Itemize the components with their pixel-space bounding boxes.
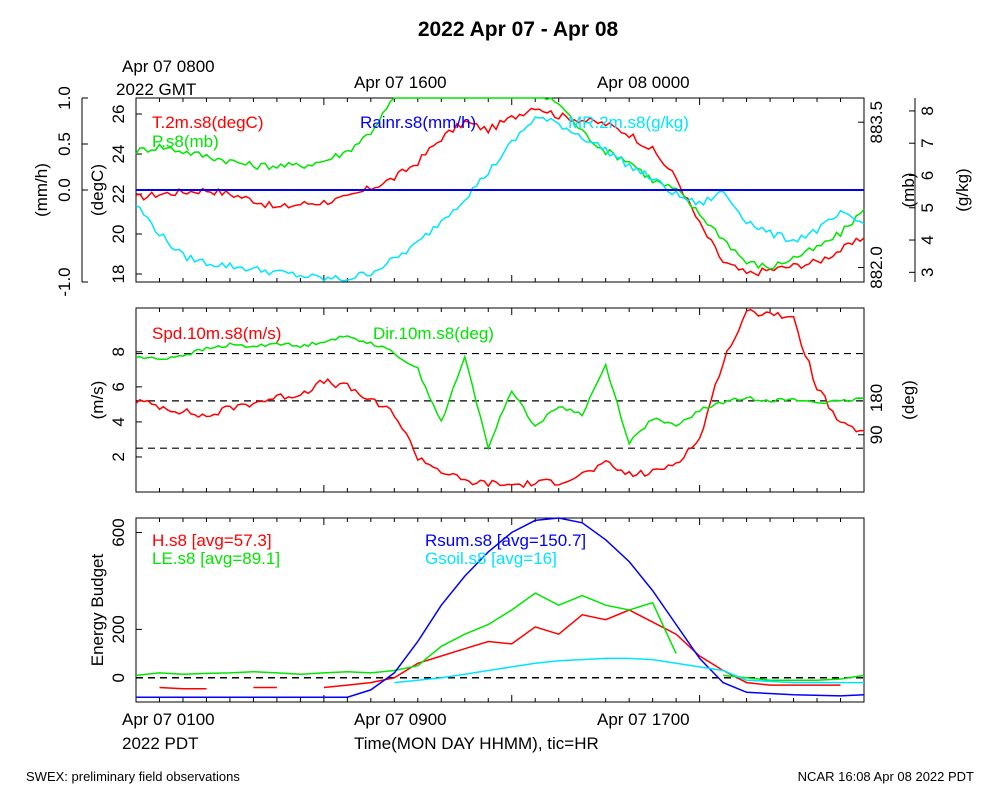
panel-wind-frame <box>135 307 865 493</box>
energy-series-3-line <box>394 657 864 684</box>
thermo-mr-tick-label: 7 <box>918 138 937 147</box>
chart-title: 2022 Apr 07 - Apr 08 <box>418 18 619 41</box>
thermo-rain-tick-label: -1.0 <box>55 267 74 296</box>
bottom-time-label-1: Apr 07 0900 <box>354 710 447 729</box>
bottom-time-label-0: Apr 07 0100 <box>122 710 215 729</box>
wind-dir-tick-label: 180 <box>867 384 886 412</box>
wind-spd-tick-label: 8 <box>109 347 128 356</box>
legend-rain: Rainr.s8(mm/h) <box>360 113 476 132</box>
thermo-series-2-line <box>135 116 865 282</box>
thermo-temp-axis-title: (degC) <box>88 164 107 216</box>
thermo-temp-tick-label: 18 <box>109 265 128 284</box>
legend-dir: Dir.10m.s8(deg) <box>373 324 494 343</box>
wind-dir-tick-label: 90 <box>867 425 886 444</box>
energy-series-1-line <box>135 592 677 677</box>
legend-gsoil: Gsoil.s8 [avg=16] <box>425 549 557 568</box>
top-time-label-1: Apr 07 1600 <box>354 73 447 92</box>
thermo-mr-axis-title: (g/kg) <box>953 168 972 211</box>
legend-mr: MR.2m.s8(g/kg) <box>568 113 689 132</box>
thermo-series-1-line <box>135 97 865 270</box>
thermo-pres-axis-title: (mb) <box>899 173 918 208</box>
legend-rsum: Rsum.s8 [avg=150.7] <box>425 531 586 550</box>
panel-energy-frame <box>135 517 865 703</box>
energy-series-1-line <box>723 674 865 681</box>
energy-series-0-line <box>323 609 841 689</box>
thermo-rain-tick-label: 0.5 <box>55 132 74 156</box>
wind-series-0-line <box>135 308 865 489</box>
thermo-mr-tick-label: 8 <box>918 106 937 115</box>
footer-left: SWEX: preliminary field observations <box>26 769 240 784</box>
thermo-rain-axis-title: (mm/h) <box>32 163 51 217</box>
thermo-mr-tick-label: 5 <box>918 203 937 212</box>
energy-flux-tick-label: 200 <box>109 615 128 643</box>
wind-series-1-line <box>135 335 865 451</box>
thermo-pres-tick-label: 883.5 <box>867 101 886 144</box>
legend-spd: Spd.10m.s8(m/s) <box>152 324 281 343</box>
energy-flux-axis-title: Energy Budget <box>88 553 107 666</box>
thermo-temp-tick-label: 26 <box>109 105 128 124</box>
legend-temp: T.2m.s8(degC) <box>152 113 263 132</box>
thermo-temp-tick-label: 24 <box>109 145 128 164</box>
energy-series-2-line <box>136 517 865 698</box>
x-axis-label: Time(MON DAY HHMM), tic=HR <box>354 734 599 753</box>
thermo-series-0-line <box>135 107 865 277</box>
wind-spd-axis-title: (m/s) <box>88 381 107 420</box>
legend-le: LE.s8 [avg=89.1] <box>152 549 280 568</box>
wind-spd-tick-label: 2 <box>109 452 128 461</box>
thermo-temp-tick-label: 20 <box>109 225 128 244</box>
thermo-temp-tick-label: 22 <box>109 185 128 204</box>
legend-pres: P.s8(mb) <box>152 132 219 151</box>
thermo-mr-tick-label: 4 <box>918 235 937 244</box>
thermo-rain-tick-label: 1.0 <box>55 86 74 110</box>
wind-dir-axis-title: (deg) <box>899 380 918 420</box>
energy-series-0-line <box>159 686 207 690</box>
thermo-pres-tick-label: 882.0 <box>867 246 886 289</box>
footer-right: NCAR 16:08 Apr 08 2022 PDT <box>798 769 974 784</box>
energy-flux-tick-label: 0 <box>109 673 128 682</box>
panel-wind: 2 4 6 8 (m/s) 90 180 (deg) Spd.10m.s8(m/s) Dir.… <box>88 307 918 493</box>
bottom-time-label-2: Apr 07 1700 <box>597 710 690 729</box>
top-time-label-0b: 2022 GMT <box>116 80 196 99</box>
wind-spd-tick-label: 4 <box>109 417 128 426</box>
wind-spd-tick-label: 6 <box>109 382 128 391</box>
panel-thermo: -1.0 0.0 0.5 1.0 (mm/h) 18 20 22 24 26 (degC) 882.0… <box>32 86 972 296</box>
top-time-label-0: Apr 07 0800 <box>122 57 215 76</box>
energy-flux-tick-label: 600 <box>109 518 128 546</box>
thermo-mr-tick-label: 3 <box>918 268 937 277</box>
top-time-label-2: Apr 08 0000 <box>597 73 690 92</box>
legend-h: H.s8 [avg=57.3] <box>152 531 272 550</box>
thermo-mr-tick-label: 6 <box>918 171 937 180</box>
thermo-rain-tick-label: 0.0 <box>55 178 74 202</box>
bottom-time-label-0b: 2022 PDT <box>122 734 199 753</box>
